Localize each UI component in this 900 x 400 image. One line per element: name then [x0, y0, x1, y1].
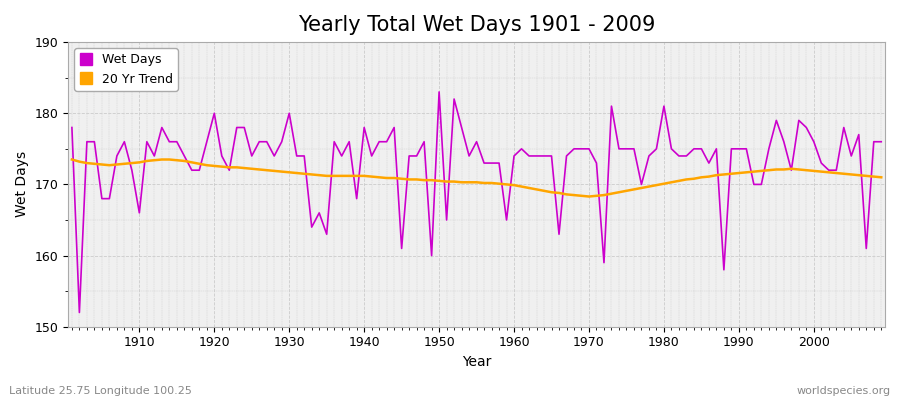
Title: Yearly Total Wet Days 1901 - 2009: Yearly Total Wet Days 1901 - 2009 — [298, 15, 655, 35]
20 Yr Trend — [583, 194, 594, 199]
Line: 20 Yr Trend: 20 Yr Trend — [72, 160, 881, 196]
X-axis label: Year: Year — [462, 355, 491, 369]
Wet Days — [614, 146, 625, 151]
Wet Days — [67, 125, 77, 130]
Wet Days — [134, 210, 145, 215]
Text: Latitude 25.75 Longitude 100.25: Latitude 25.75 Longitude 100.25 — [9, 386, 192, 396]
20 Yr Trend — [67, 157, 77, 162]
Line: Wet Days: Wet Days — [72, 92, 881, 312]
Y-axis label: Wet Days: Wet Days — [15, 151, 29, 218]
20 Yr Trend — [501, 182, 512, 187]
20 Yr Trend — [292, 171, 302, 176]
Wet Days — [299, 154, 310, 158]
Legend: Wet Days, 20 Yr Trend: Wet Days, 20 Yr Trend — [75, 48, 178, 91]
20 Yr Trend — [606, 191, 616, 196]
20 Yr Trend — [508, 183, 519, 188]
20 Yr Trend — [876, 175, 886, 180]
20 Yr Trend — [337, 174, 347, 178]
Text: worldspecies.org: worldspecies.org — [796, 386, 891, 396]
Wet Days — [524, 154, 535, 158]
Wet Days — [516, 146, 526, 151]
20 Yr Trend — [127, 161, 138, 166]
Wet Days — [876, 139, 886, 144]
Wet Days — [344, 139, 355, 144]
Wet Days — [74, 310, 85, 315]
Wet Days — [434, 90, 445, 94]
